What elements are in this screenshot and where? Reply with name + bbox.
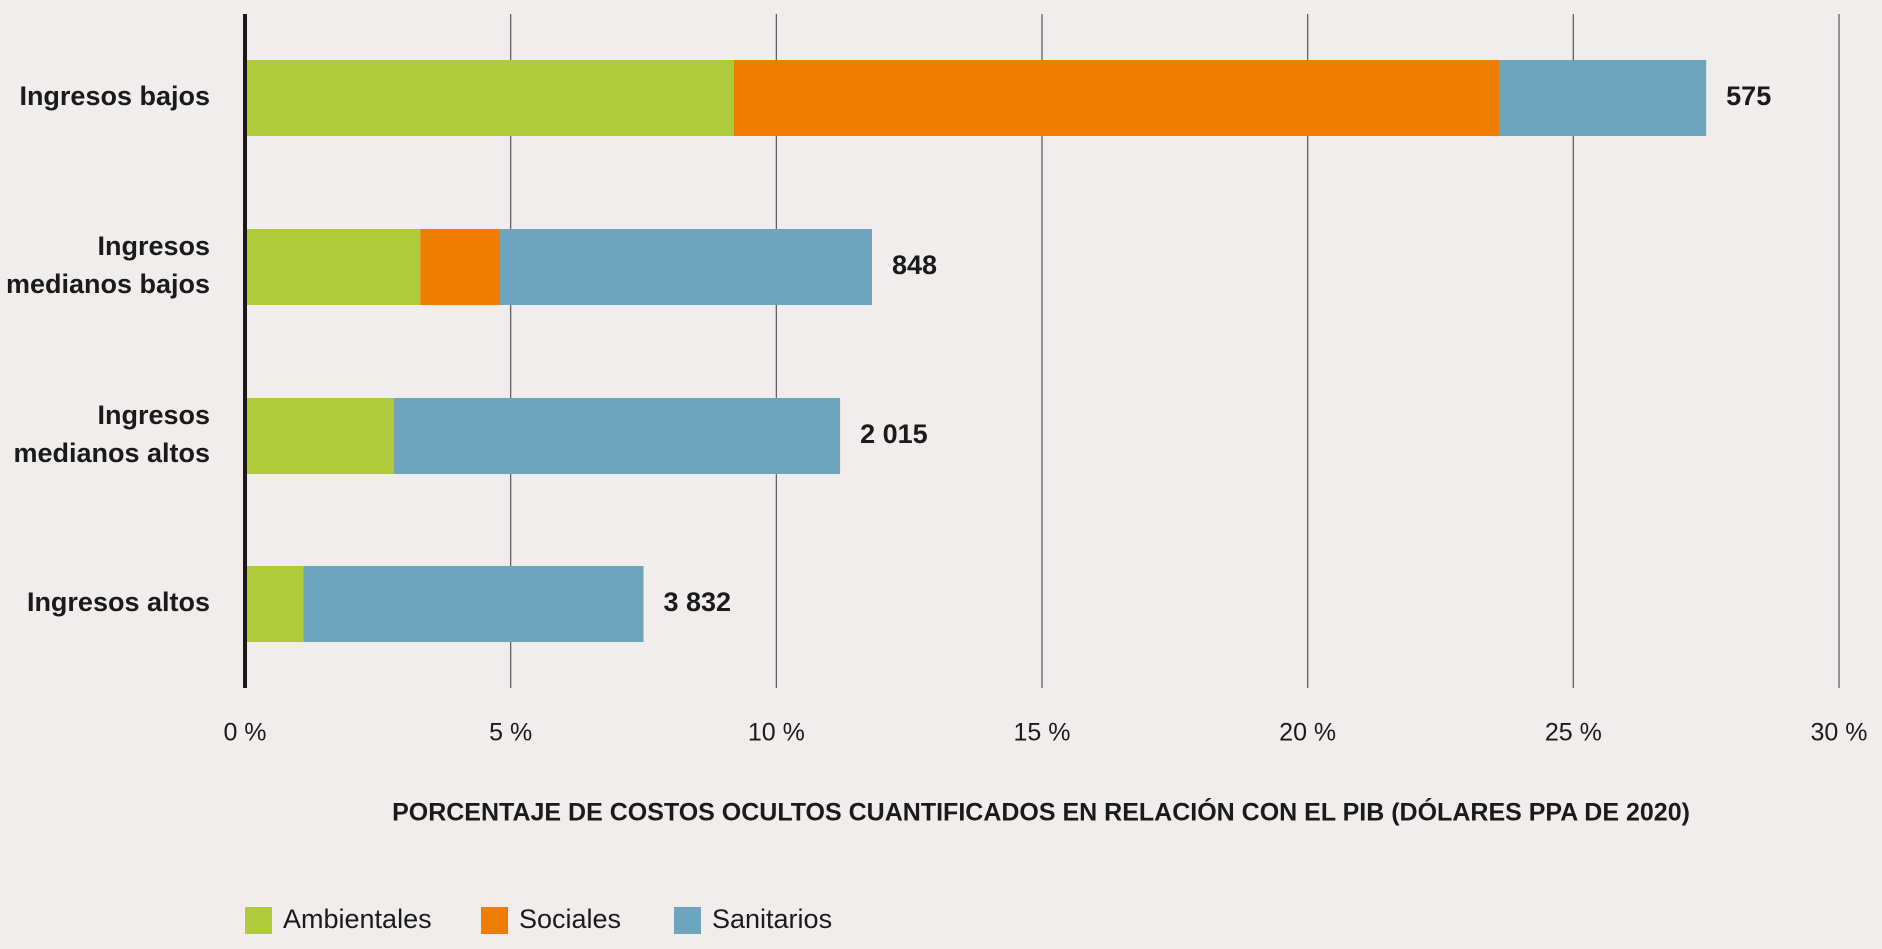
x-axis-title: PORCENTAJE DE COSTOS OCULTOS CUANTIFICAD… xyxy=(392,797,1690,827)
legend-swatch xyxy=(245,907,272,934)
bar-segment xyxy=(733,60,1499,136)
x-tick-label: 25 % xyxy=(1545,719,1602,747)
x-tick-label: 5 % xyxy=(489,719,532,747)
legend-label: Sanitarios xyxy=(712,904,832,934)
bar-segment xyxy=(245,229,421,305)
bar-segment xyxy=(245,566,304,642)
category-label: Ingresos medianos bajos xyxy=(6,231,210,299)
bar-segment xyxy=(1498,60,1707,136)
legend-swatch xyxy=(674,907,701,934)
bar-segment xyxy=(393,398,841,474)
bar-segment xyxy=(245,398,394,474)
x-tick-label: 30 % xyxy=(1811,719,1868,747)
legend-swatch xyxy=(481,907,508,934)
bar-segment xyxy=(303,566,644,642)
end-label: 848 xyxy=(892,250,937,280)
bar-segment xyxy=(420,229,501,305)
category-label: Ingresos bajos xyxy=(19,81,210,111)
end-label: 575 xyxy=(1726,81,1771,111)
end-label: 2 015 xyxy=(860,419,928,449)
category-label: Ingresos medianos altos xyxy=(13,400,210,468)
bar-segment xyxy=(500,229,872,305)
category-label: Ingresos altos xyxy=(27,587,210,617)
bar-segment xyxy=(245,60,734,136)
x-tick-label: 20 % xyxy=(1279,719,1336,747)
x-tick-label: 15 % xyxy=(1014,719,1071,747)
legend-label: Sociales xyxy=(519,904,621,934)
legend-label: Ambientales xyxy=(283,904,432,934)
x-tick-label: 10 % xyxy=(748,719,805,747)
end-label: 3 832 xyxy=(664,587,732,617)
x-tick-label: 0 % xyxy=(223,719,266,747)
